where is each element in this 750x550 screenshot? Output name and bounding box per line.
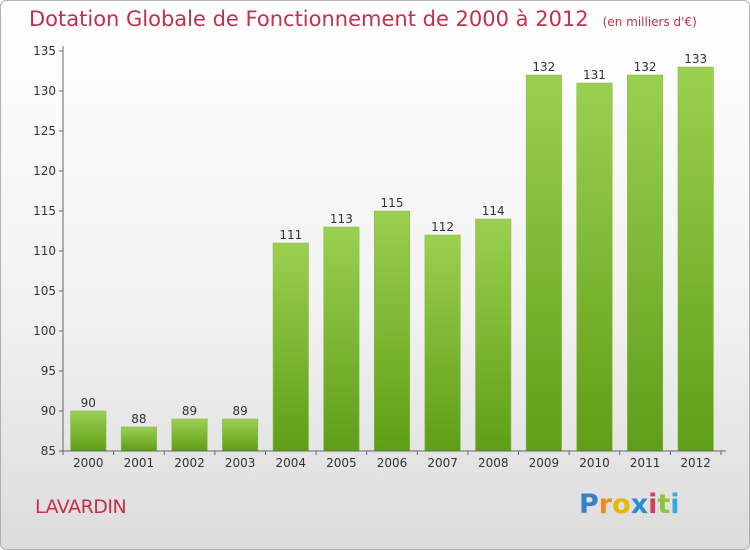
- data-label: 89: [233, 404, 248, 418]
- x-tick-label: 2003: [225, 456, 256, 470]
- data-label: 131: [583, 68, 606, 82]
- bar-2003: [222, 418, 259, 452]
- city-name: LAVARDIN: [35, 496, 127, 518]
- x-tick-label: 2010: [579, 456, 610, 470]
- y-tick-label: 105: [33, 284, 56, 298]
- x-tick-label: 2008: [478, 456, 509, 470]
- logo-letter: i: [670, 489, 680, 520]
- x-tick-label: 2004: [275, 456, 306, 470]
- y-tick-label: 120: [33, 164, 56, 178]
- chart-subtitle: (en milliers d'€): [602, 15, 697, 29]
- y-tick-label: 90: [41, 404, 56, 418]
- logo-letter: r: [598, 489, 613, 520]
- bar-2001: [120, 426, 157, 452]
- bar-2010: [576, 82, 613, 452]
- bar-2004: [272, 242, 309, 452]
- bar-2008: [475, 218, 512, 452]
- chart-title: Dotation Globale de Fonctionnement de 20…: [29, 7, 697, 31]
- bar-2002: [171, 418, 208, 452]
- logo-letter: o: [612, 489, 631, 520]
- logo-letter: P: [579, 489, 599, 520]
- x-tick-label: 2005: [326, 456, 357, 470]
- logo-letter: i: [648, 489, 658, 520]
- logo-letter: t: [657, 489, 671, 520]
- data-label: 114: [482, 204, 505, 218]
- data-label: 111: [279, 228, 302, 242]
- data-label: 133: [684, 52, 707, 66]
- x-tick-label: 2006: [377, 456, 408, 470]
- x-tick-label: 2000: [73, 456, 104, 470]
- data-label: 132: [532, 60, 555, 74]
- y-tick-label: 85: [41, 444, 56, 458]
- chart-title-text: Dotation Globale de Fonctionnement de 20…: [29, 7, 589, 31]
- y-tick-label: 125: [33, 124, 56, 138]
- x-tick-label: 2012: [680, 456, 711, 470]
- bar-2009: [525, 74, 562, 452]
- proxiti-logo: Proxiti: [579, 489, 680, 520]
- bar-2011: [627, 74, 664, 452]
- bar-2006: [374, 210, 410, 452]
- x-tick-label: 2001: [124, 456, 155, 470]
- y-tick-label: 115: [33, 204, 56, 218]
- bars-group: [70, 66, 714, 452]
- bar-2012: [677, 66, 714, 452]
- data-label: 113: [330, 212, 353, 226]
- y-tick-label: 110: [33, 244, 56, 258]
- y-tick-label: 130: [33, 84, 56, 98]
- labels-group: 85 90 95 100 105 110 115 120 125 130 135 2000 90 2001…: [33, 44, 711, 470]
- bar-2005: [323, 226, 360, 452]
- y-tick-label: 100: [33, 324, 56, 338]
- data-label: 112: [431, 220, 454, 234]
- data-label: 115: [381, 196, 404, 210]
- bar-2000: [70, 410, 107, 452]
- y-tick-label: 95: [41, 364, 56, 378]
- data-label: 132: [634, 60, 657, 74]
- x-tick-label: 2009: [529, 456, 560, 470]
- x-tick-label: 2002: [174, 456, 205, 470]
- axes-group: [59, 46, 726, 455]
- data-label: 90: [81, 396, 96, 410]
- data-label: 88: [131, 412, 146, 426]
- data-label: 89: [182, 404, 197, 418]
- x-tick-label: 2011: [630, 456, 661, 470]
- x-tick-label: 2007: [427, 456, 458, 470]
- y-tick-label: 135: [33, 44, 56, 58]
- bar-2007: [424, 234, 461, 452]
- logo-letter: x: [630, 489, 649, 520]
